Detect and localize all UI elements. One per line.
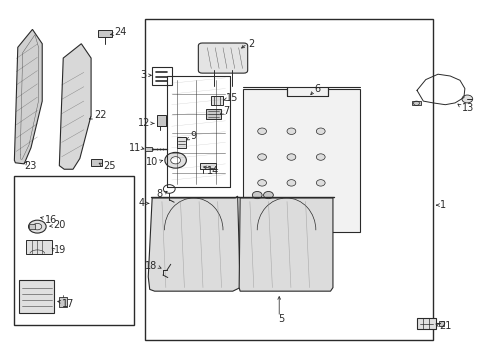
Text: 23: 23 (24, 161, 37, 171)
Circle shape (317, 128, 325, 134)
Circle shape (28, 220, 46, 233)
Circle shape (258, 154, 267, 160)
Bar (29, 224, 35, 229)
Bar (287, 87, 328, 96)
Text: 19: 19 (53, 245, 66, 255)
FancyBboxPatch shape (198, 43, 247, 73)
Text: 25: 25 (103, 161, 116, 171)
Circle shape (287, 206, 296, 212)
Text: 8: 8 (157, 189, 163, 199)
Circle shape (165, 152, 186, 168)
Text: 13: 13 (462, 103, 474, 113)
Text: 12: 12 (138, 118, 150, 128)
Circle shape (462, 95, 473, 103)
Circle shape (317, 180, 325, 186)
Circle shape (252, 192, 262, 199)
Polygon shape (14, 30, 42, 164)
Polygon shape (239, 198, 333, 291)
Bar (412, 101, 421, 105)
Bar (145, 19, 433, 339)
Circle shape (264, 192, 273, 199)
Circle shape (287, 154, 296, 160)
Polygon shape (59, 44, 91, 169)
Bar (26, 240, 51, 253)
Text: 14: 14 (207, 166, 220, 176)
Circle shape (287, 180, 296, 186)
Bar (19, 280, 54, 313)
Bar (152, 67, 171, 85)
Text: 7: 7 (223, 106, 230, 116)
Text: 1: 1 (441, 200, 446, 210)
Circle shape (317, 206, 325, 212)
Bar (176, 137, 186, 148)
Circle shape (258, 206, 267, 212)
Text: 10: 10 (147, 157, 159, 167)
Circle shape (258, 128, 267, 134)
Text: 16: 16 (45, 215, 57, 225)
Text: 2: 2 (248, 39, 255, 49)
Bar (98, 30, 112, 37)
Text: 21: 21 (439, 321, 451, 331)
Circle shape (171, 157, 180, 164)
Bar (59, 297, 67, 307)
Bar (206, 109, 220, 119)
Bar (91, 159, 102, 166)
Bar (14, 176, 134, 325)
Bar (157, 116, 166, 126)
Text: 17: 17 (62, 299, 74, 309)
Bar (440, 321, 444, 326)
Text: 20: 20 (53, 220, 66, 230)
Text: 15: 15 (226, 93, 239, 103)
Text: 9: 9 (190, 131, 196, 141)
Bar (243, 89, 360, 232)
Bar (211, 96, 223, 105)
Text: 3: 3 (140, 70, 147, 80)
Circle shape (287, 128, 296, 134)
Text: 22: 22 (95, 111, 107, 121)
Text: 4: 4 (139, 198, 145, 208)
Circle shape (317, 154, 325, 160)
Text: 11: 11 (129, 143, 142, 153)
Circle shape (258, 180, 267, 186)
Text: 5: 5 (278, 314, 285, 324)
Bar (145, 147, 152, 151)
Text: 24: 24 (114, 27, 126, 37)
Text: 6: 6 (315, 84, 320, 94)
Bar (417, 318, 436, 329)
Circle shape (288, 217, 295, 222)
Bar (200, 163, 216, 169)
Polygon shape (148, 196, 240, 291)
Text: 18: 18 (145, 261, 157, 271)
